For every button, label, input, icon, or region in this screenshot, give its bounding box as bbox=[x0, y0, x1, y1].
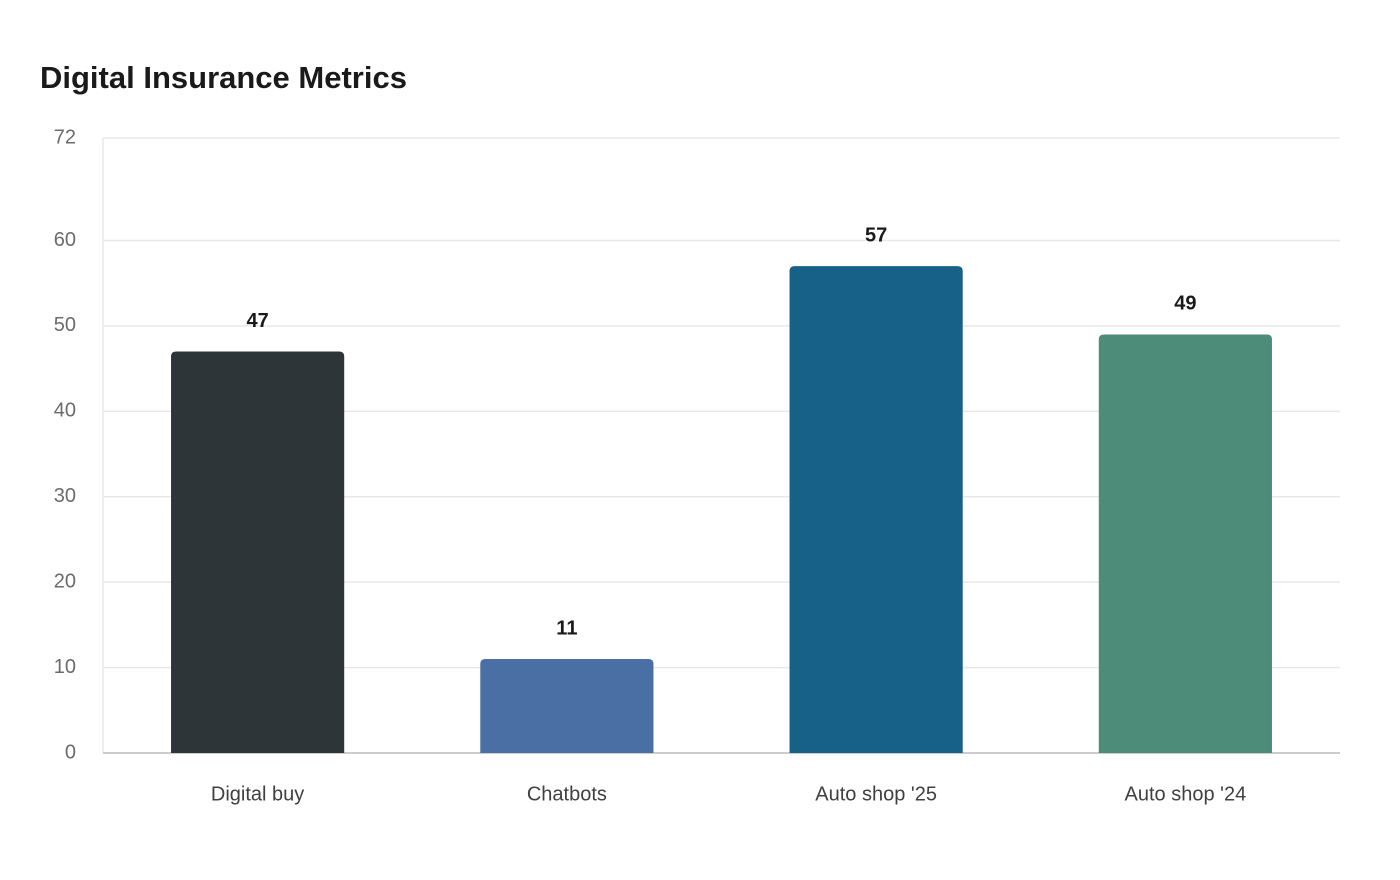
value-label-auto-shop-25: 57 bbox=[865, 224, 887, 246]
category-label-auto-shop-25: Auto shop '25 bbox=[815, 783, 937, 805]
y-tick-label-60: 60 bbox=[54, 229, 76, 251]
y-tick-label-50: 50 bbox=[54, 314, 76, 336]
y-tick-label-40: 40 bbox=[54, 400, 76, 422]
category-label-digital-buy: Digital buy bbox=[211, 783, 304, 805]
chart-title: Digital Insurance Metrics bbox=[40, 60, 407, 95]
category-label-chatbots: Chatbots bbox=[527, 783, 607, 805]
bar-digital-buy[interactable] bbox=[171, 351, 345, 753]
y-tick-label-10: 10 bbox=[54, 656, 76, 678]
y-tick-label-0: 0 bbox=[65, 741, 76, 763]
bars bbox=[171, 266, 1272, 753]
bar-auto-shop-25[interactable] bbox=[789, 266, 963, 753]
y-tick-labels: 0 10 20 30 40 50 60 72 bbox=[54, 126, 76, 763]
value-label-auto-shop-24: 49 bbox=[1174, 293, 1196, 315]
y-tick-label-20: 20 bbox=[54, 570, 76, 592]
bar-chatbots[interactable] bbox=[480, 659, 654, 753]
value-label-digital-buy: 47 bbox=[247, 310, 269, 332]
y-tick-label-30: 30 bbox=[54, 485, 76, 507]
bar-auto-shop-24[interactable] bbox=[1098, 334, 1272, 753]
y-tick-label-72: 72 bbox=[54, 126, 76, 148]
value-label-chatbots: 11 bbox=[556, 617, 577, 639]
category-labels: Digital buy Chatbots Auto shop '25 Auto sho… bbox=[211, 783, 1246, 805]
value-labels: 47 11 57 49 bbox=[247, 224, 1197, 639]
category-label-auto-shop-24: Auto shop '24 bbox=[1125, 783, 1247, 805]
